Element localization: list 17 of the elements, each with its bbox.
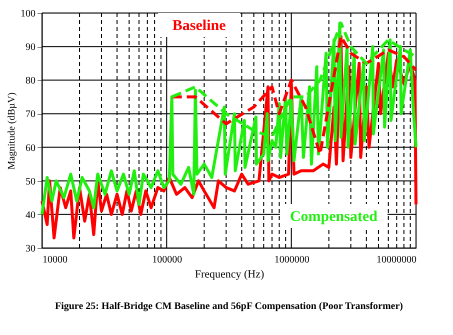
x-tick-label: 10000000 — [376, 254, 416, 266]
y-tick-label: 60 — [26, 142, 36, 154]
text: Compensated — [290, 209, 378, 225]
y-tick-label: 100 — [20, 8, 36, 20]
y-tick-label: 50 — [26, 176, 36, 188]
y-axis-title: Magnitude (dBµV) — [6, 92, 18, 170]
x-tick-label: 10000 — [42, 254, 68, 266]
y-tick-label: 40 — [26, 210, 36, 221]
text: Baseline — [172, 18, 226, 34]
y-tick-label: 90 — [26, 42, 36, 54]
x-tick-label: 100000 — [152, 254, 182, 266]
y-tick-label: 80 — [26, 76, 36, 87]
y-tick-label: 30 — [26, 244, 36, 254]
y-tick-label: 70 — [26, 109, 36, 120]
x-tick-label: 1000000 — [274, 254, 310, 266]
x-axis-title: Frequency (Hz) — [194, 268, 264, 280]
text: Figure 25: Half-Bridge CM Baseline and 56pF Compensation (Poor Transformer) — [54, 301, 404, 312]
